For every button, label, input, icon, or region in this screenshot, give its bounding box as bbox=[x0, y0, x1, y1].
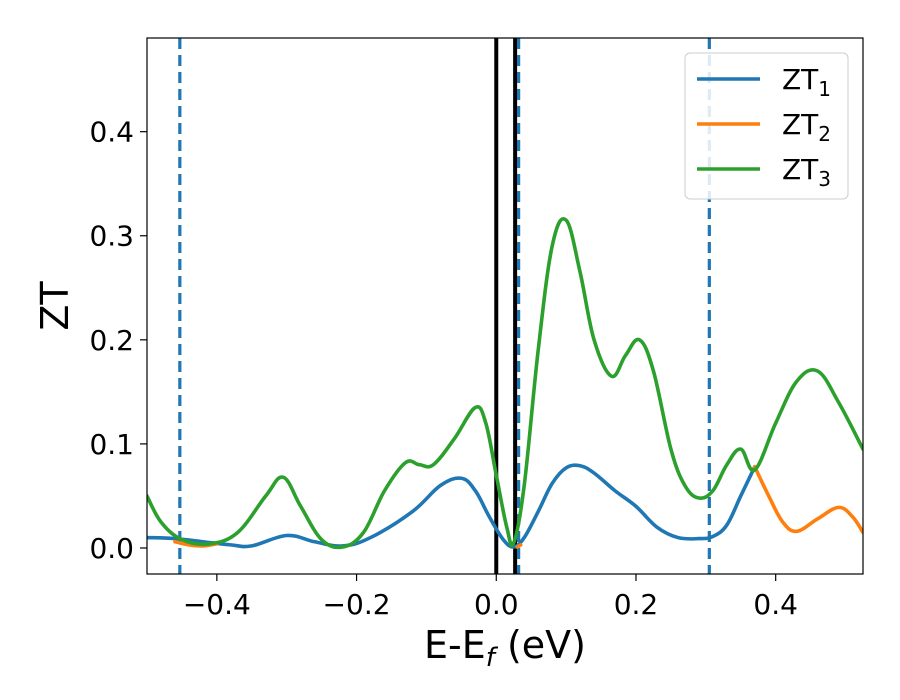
legend-box bbox=[684, 52, 849, 200]
series-line-2-seg-2 bbox=[515, 543, 523, 549]
x-tick-label: −0.2 bbox=[323, 588, 391, 621]
x-tick-label: 0.0 bbox=[474, 588, 519, 621]
y-axis-ticks: 0.0 0.1 0.2 0.3 0.4 bbox=[89, 116, 147, 565]
legend-label-1: ZT1 bbox=[782, 63, 831, 101]
x-tick-label: 0.4 bbox=[753, 588, 798, 621]
y-tick-label: 0.0 bbox=[89, 532, 134, 565]
y-tick-label: 0.4 bbox=[89, 116, 134, 149]
legend-label-2: ZT2 bbox=[782, 108, 831, 146]
x-axis-label-tail: (eV) bbox=[495, 623, 586, 667]
y-axis-label: ZT bbox=[33, 281, 77, 331]
series-line-1 bbox=[147, 463, 757, 549]
series-line-2-seg-3 bbox=[752, 465, 863, 535]
x-tick-label: 0.2 bbox=[614, 588, 659, 621]
legend-label-3: ZT3 bbox=[782, 153, 831, 191]
series-line-3 bbox=[147, 217, 863, 550]
y-tick-label: 0.1 bbox=[89, 428, 134, 461]
x-tick-label: −0.4 bbox=[183, 588, 251, 621]
legend: ZT1 ZT2 ZT3 bbox=[684, 52, 849, 200]
x-axis-label: E-Ef (eV) bbox=[424, 623, 586, 673]
y-tick-label: 0.2 bbox=[89, 324, 134, 357]
vertical-lines bbox=[178, 38, 711, 574]
y-tick-label: 0.3 bbox=[89, 220, 134, 253]
plot-frame bbox=[146, 37, 864, 575]
x-axis-label-main: E-E bbox=[424, 623, 486, 667]
series-layer bbox=[147, 217, 863, 550]
x-axis-ticks: −0.4 −0.2 0.0 0.2 0.4 bbox=[183, 574, 798, 621]
